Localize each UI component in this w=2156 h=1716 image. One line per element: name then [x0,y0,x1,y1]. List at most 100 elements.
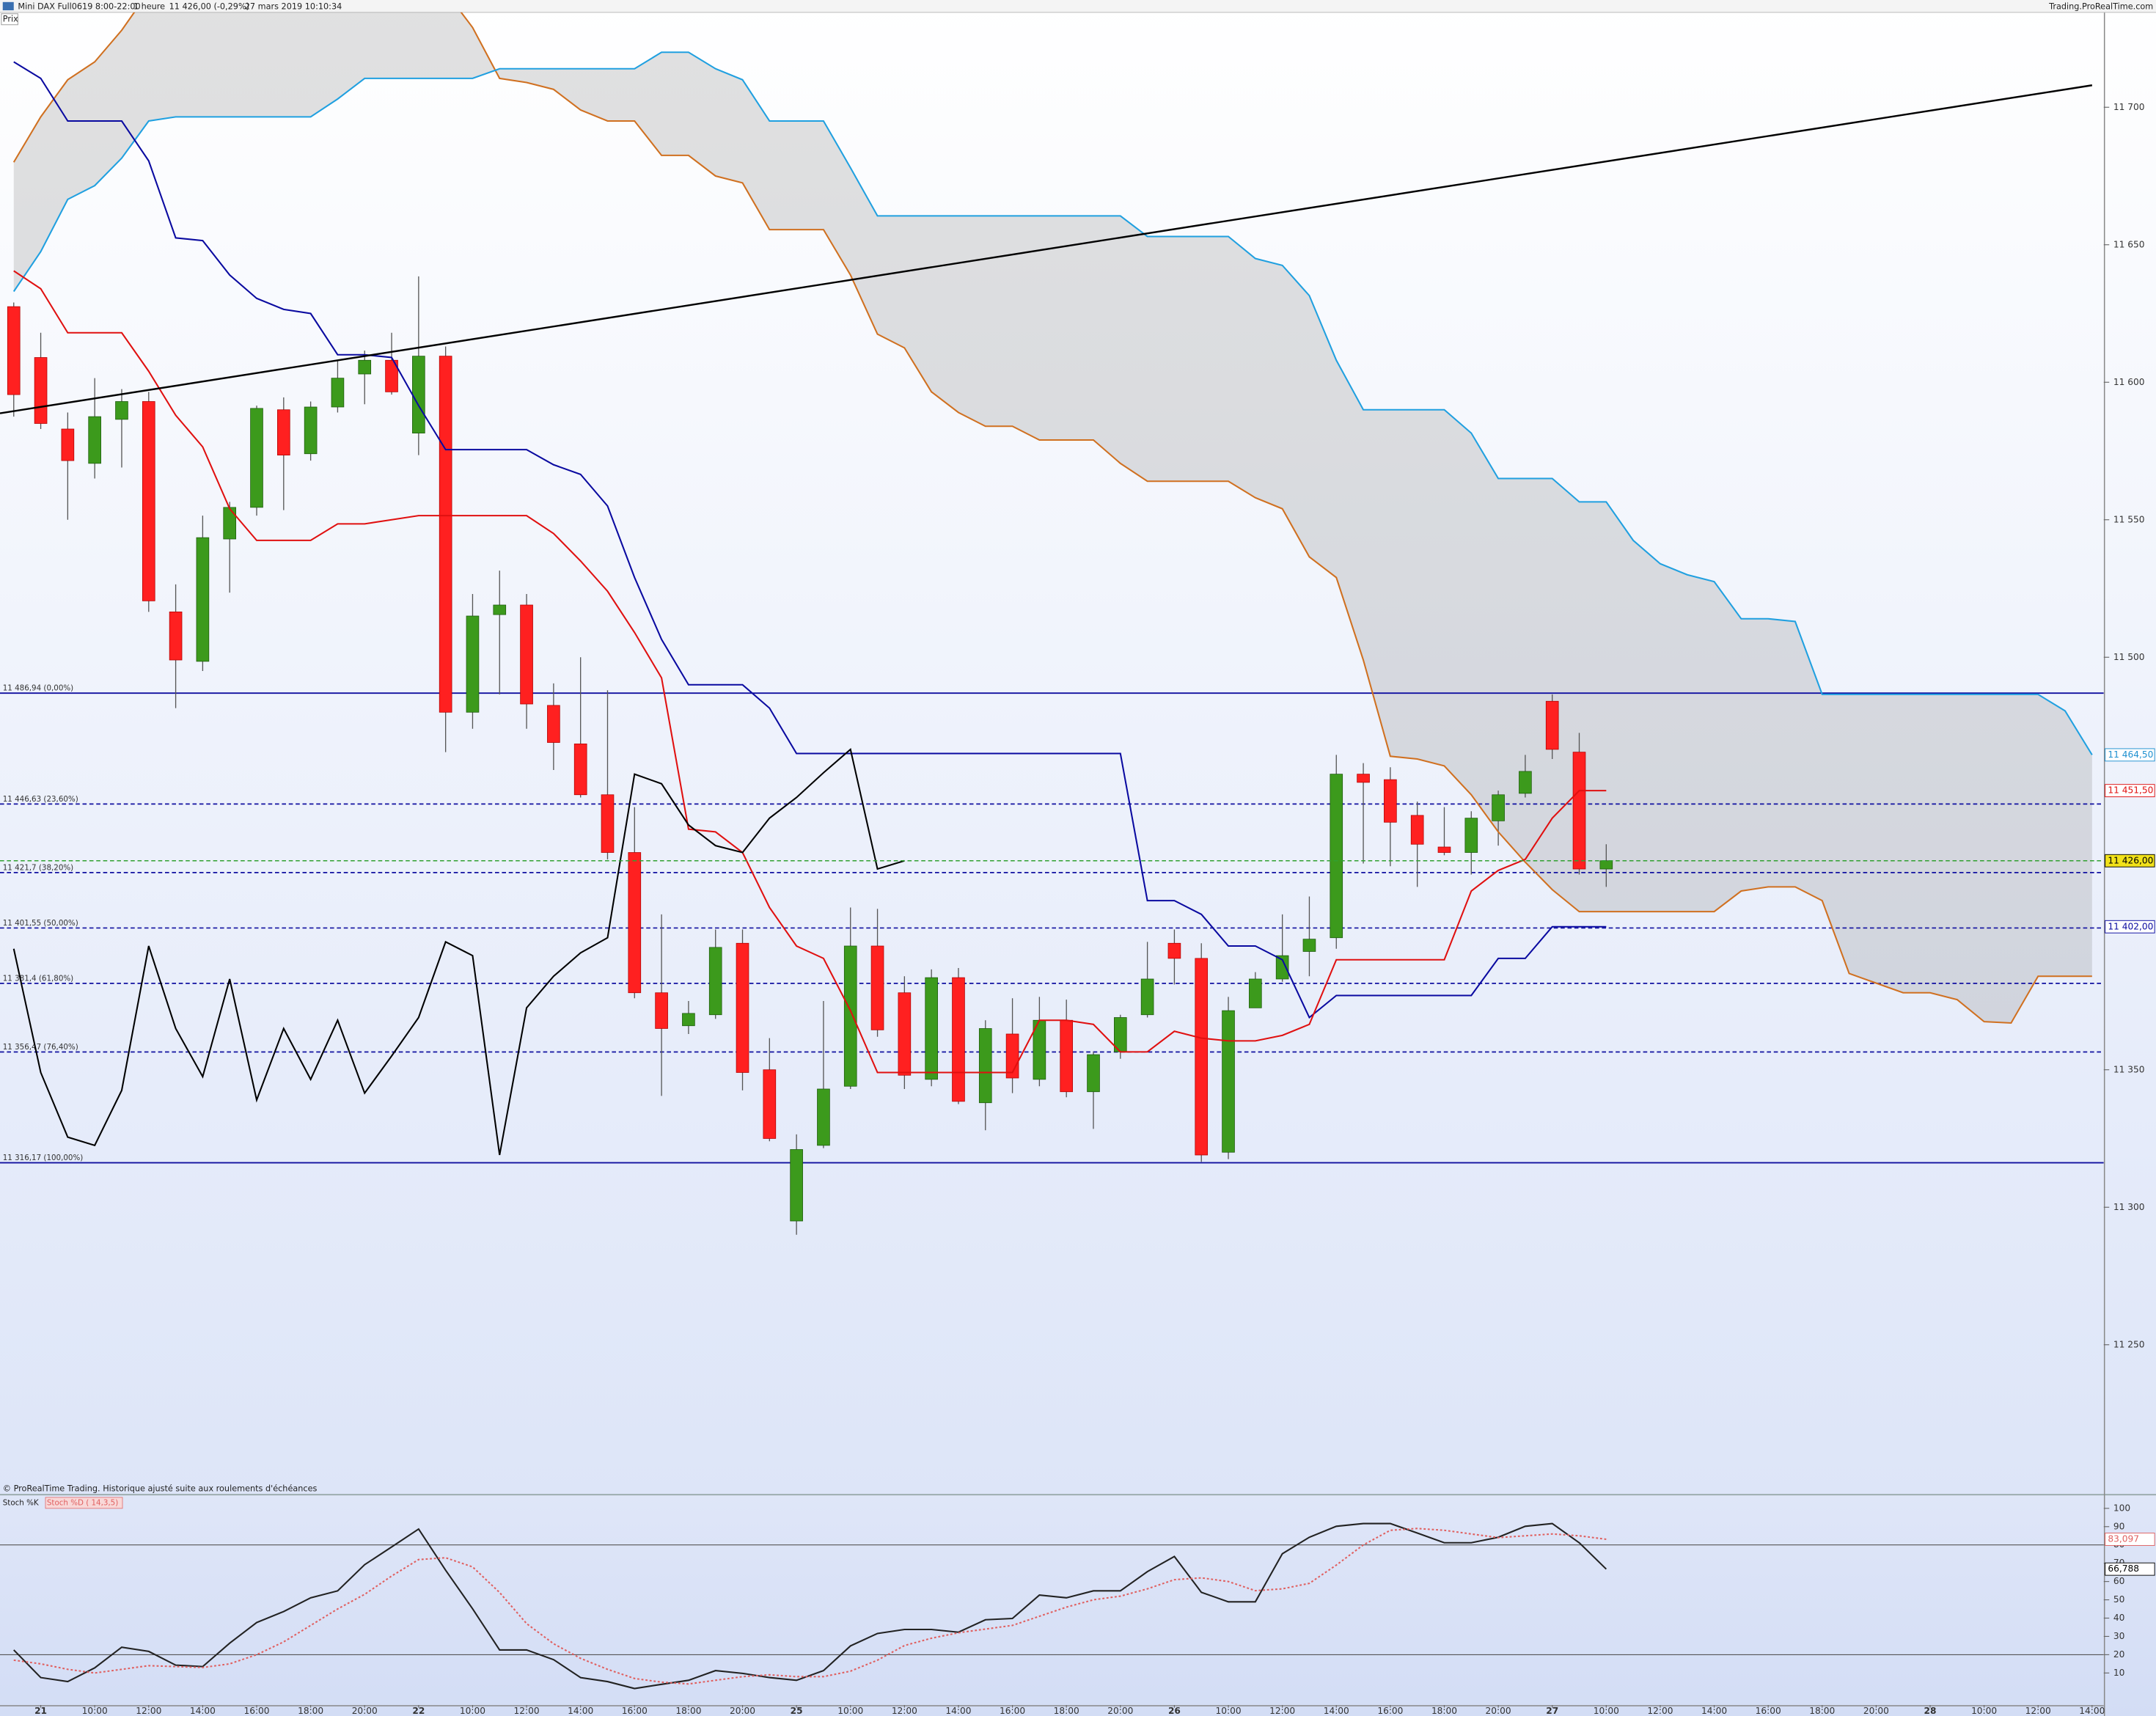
candle-body [870,945,884,1030]
candle-body [88,416,101,464]
legend-label: Stoch %D ( 14,3,5) [47,1498,118,1507]
candle-body [898,992,912,1076]
stoch-pane-bg [0,1495,2156,1716]
candle-body [169,612,183,661]
x-tick-label: 18:00 [1431,1706,1457,1716]
plot-area: 11 486,94 (0,00%) 11 446,63 (23,60%) 11 42… [0,12,2104,1235]
x-tick-label: 20:00 [1486,1706,1511,1716]
y-tick-label: 60 [2113,1576,2125,1586]
x-tick-label: 18:00 [298,1706,323,1716]
x-tick-label: 14:00 [1324,1706,1349,1716]
candle-body [1464,818,1478,853]
y-tick-label: 10 [2113,1668,2125,1678]
indicator-line [12,747,905,1156]
header-title: Mini DAX Full0619 8:00-22:00 [18,1,140,11]
x-tick-label: 14:00 [1701,1706,1727,1716]
candle-body [790,1149,803,1222]
x-tick-label: 12:00 [1269,1706,1295,1716]
header-icon [2,1,14,11]
indicator-line [13,1522,1607,1690]
y-tick-label: 11 700 [2113,102,2145,112]
candle-body [196,537,210,662]
x-tick-label: 16:00 [622,1706,648,1716]
y-tick-label: 11 350 [2113,1064,2145,1074]
candle-body [7,306,21,395]
candle-body [331,378,345,408]
y-tick-label: 20 [2113,1649,2125,1660]
price-marker [2105,1562,2155,1576]
candle-body [1519,771,1532,794]
x-tick-label: 14:00 [945,1706,971,1716]
x-tick-label: 10:00 [460,1706,485,1716]
x-tick-label: 16:00 [1756,1706,1781,1716]
y-tick-label: 30 [2113,1631,2125,1641]
trend-line [0,84,2093,414]
fib-label: 11 446,63 (23,60%) [3,795,78,804]
x-tick-label: 20:00 [352,1706,378,1716]
indicator-line [12,12,2092,1024]
candle-body [115,401,128,420]
x-tick-label: 27 [1546,1706,1558,1716]
fib-label: 11 421,7 (38,20%) [3,863,73,872]
candle-body [385,359,398,392]
fib-label: 11 401,55 (50,00%) [3,919,78,928]
y-tick-label: 50 [2113,1594,2125,1605]
header-price: 11 426,00 (-0,29%) [169,1,249,11]
x-tick-label: 16:00 [1377,1706,1403,1716]
indicator-line [12,51,2093,755]
plot-area [0,1522,2104,1690]
candle-body [1492,794,1505,821]
x-tick-label: 12:00 [1647,1706,1673,1716]
candle-body [736,942,749,1073]
candle-body [601,794,615,853]
candle-body [1437,846,1451,853]
candle-body [142,401,155,601]
fib-label: 11 486,94 (0,00%) [3,684,73,693]
indicator-line [13,1528,1607,1685]
candle-body [708,947,722,1016]
legend-label: Stoch %K [3,1498,39,1507]
x-tick-label: 20:00 [1107,1706,1133,1716]
x-tick-label: 21 [34,1706,47,1716]
x-tick-label: 10:00 [1215,1706,1241,1716]
x-tick-label: 12:00 [136,1706,161,1716]
candle-body [763,1069,777,1139]
candle-body [952,977,965,1102]
x-tick-label: 12:00 [2025,1706,2051,1716]
x-tick-label: 10:00 [837,1706,863,1716]
candle-body [1545,700,1559,750]
candle-body [1222,1010,1235,1153]
candle-body [1410,815,1424,845]
legend-box [45,1497,123,1509]
price-marker [2105,920,2155,934]
candle-body [1140,978,1154,1016]
x-tick-label: 18:00 [1809,1706,1835,1716]
x-tick-label: 26 [1168,1706,1181,1716]
candle-body [925,977,938,1080]
candle-body [628,852,642,994]
candle-body [682,1013,695,1027]
x-tick-label: 18:00 [1054,1706,1079,1716]
candle-body [61,428,75,461]
candle-body [493,604,507,615]
price-marker-label: 11 426,00 [2108,855,2153,865]
candle-body [358,359,372,375]
candle-body [1087,1054,1100,1093]
y-tick-label: 40 [2113,1613,2125,1623]
pane-label: Prix [3,14,18,23]
candle-body [1060,1019,1074,1093]
x-tick-label: 12:00 [892,1706,917,1716]
candle-body [520,604,533,705]
x-tick-label: 14:00 [2079,1706,2105,1716]
candle-body [466,615,480,713]
candle-body [655,992,668,1029]
candle-body [1599,860,1613,870]
y-tick-label: 11 300 [2113,1202,2145,1212]
x-tick-label: 10:00 [1971,1706,1997,1716]
x-tick-label: 20:00 [730,1706,755,1716]
candle-body [277,409,290,455]
y-tick-label: 100 [2113,1503,2130,1513]
price-marker-label: 11 402,00 [2108,921,2153,931]
fib-label: 11 381,4 (61,80%) [3,974,73,983]
candle-body [1572,752,1586,870]
